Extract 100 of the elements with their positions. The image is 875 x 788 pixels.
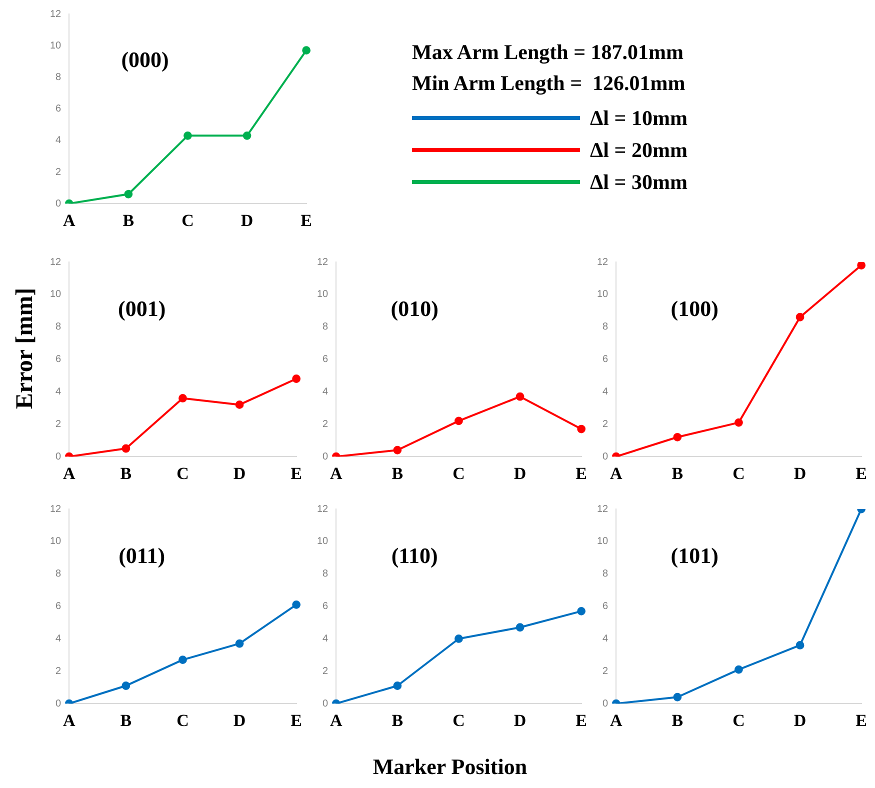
x-tick-label: D xyxy=(794,464,806,484)
point xyxy=(178,656,187,664)
y-tick-label: 10 xyxy=(50,40,62,52)
point xyxy=(184,131,192,140)
x-tick-label: D xyxy=(233,711,246,730)
text: (001) xyxy=(118,296,166,322)
point xyxy=(393,682,402,690)
x-tick-label: E xyxy=(856,711,867,730)
y-tick-label: 6 xyxy=(322,601,329,612)
x-tick-label: E xyxy=(576,464,587,484)
point xyxy=(242,131,252,140)
point xyxy=(577,606,586,616)
y-tick-label: 0 xyxy=(602,451,609,462)
point xyxy=(577,424,586,434)
y-tick-label: 4 xyxy=(56,633,62,644)
y-tick-label: 4 xyxy=(56,135,62,146)
x-tick-label: A xyxy=(62,711,76,730)
y-tick-label: 0 xyxy=(322,451,329,462)
point xyxy=(454,416,463,426)
y-tick-label: 10 xyxy=(597,289,609,300)
text: (100) xyxy=(670,296,718,322)
y-tick-label: 12 xyxy=(50,256,62,268)
y-tick-label: 8 xyxy=(602,322,609,333)
x-tick-label: B xyxy=(122,211,134,230)
y-tick-label: 2 xyxy=(322,418,329,430)
x-tick-label: E xyxy=(290,711,302,730)
text: Max Arm Length = 187.01mm xyxy=(412,40,685,66)
point xyxy=(292,374,301,383)
y-tick-label: 12 xyxy=(50,8,62,20)
x-tick-label: A xyxy=(330,464,343,484)
y-tick-label: 10 xyxy=(317,289,329,300)
y-tick-label: 8 xyxy=(56,72,62,83)
y-tick-label: 0 xyxy=(56,698,62,710)
y-tick-label: 2 xyxy=(602,418,609,430)
x-tick-label: B xyxy=(120,711,132,730)
y-tick-label: 12 xyxy=(597,256,609,268)
y-tick-label: 10 xyxy=(50,289,62,300)
y-tick-label: 2 xyxy=(56,418,62,430)
y-tick-label: 6 xyxy=(602,601,609,612)
point xyxy=(122,444,130,453)
x-tick-label: E xyxy=(576,711,587,730)
text: (010) xyxy=(390,296,438,322)
text: (011) xyxy=(118,542,166,569)
x-tick-label: E xyxy=(856,464,867,484)
x-tick-label: C xyxy=(732,464,745,484)
y-tick-label: 4 xyxy=(602,386,609,398)
x-tick-label: C xyxy=(452,711,465,730)
y-tick-label: 8 xyxy=(322,322,329,333)
y-tick-label: 4 xyxy=(322,633,329,644)
text: (101) xyxy=(670,542,718,569)
text: Δl = 20mm xyxy=(590,138,688,162)
x-tick-label: B xyxy=(120,464,132,484)
point xyxy=(516,392,524,401)
text: Δl = 10mm xyxy=(590,106,688,130)
y-tick-label: 0 xyxy=(56,198,62,210)
y-tick-label: 12 xyxy=(50,504,62,515)
y-tick-label: 2 xyxy=(56,166,62,178)
y-tick-label: 12 xyxy=(317,256,329,268)
x-tick-label: C xyxy=(176,711,189,730)
x-tick-label: A xyxy=(610,464,623,484)
point xyxy=(734,665,743,674)
x-tick-label: D xyxy=(240,211,254,230)
x-tick-label: A xyxy=(610,711,623,730)
point xyxy=(235,639,244,648)
x-tick-label: B xyxy=(672,711,684,730)
text: (000) xyxy=(121,46,169,72)
x-tick-label: A xyxy=(330,711,343,730)
point xyxy=(673,432,682,442)
point xyxy=(516,623,524,632)
y-tick-label: 10 xyxy=(50,536,62,548)
x-tick-label: E xyxy=(290,464,302,484)
y-tick-label: 0 xyxy=(322,698,329,710)
y-tick-label: 4 xyxy=(56,386,62,398)
x-tick-label: D xyxy=(514,464,526,484)
x-tick-label: C xyxy=(176,464,189,484)
point xyxy=(857,262,866,270)
y-tick-label: 4 xyxy=(602,633,609,644)
y-tick-label: 2 xyxy=(602,666,609,677)
text: Δl = 30mm xyxy=(590,170,688,194)
y-tick-label: 6 xyxy=(56,104,62,115)
y-tick-label: 10 xyxy=(317,536,329,548)
y-tick-label: 8 xyxy=(56,568,62,580)
y-tick-label: 10 xyxy=(597,536,609,548)
point xyxy=(292,600,301,609)
x-tick-label: D xyxy=(794,711,806,730)
y-tick-label: 8 xyxy=(322,568,329,580)
y-tick-label: 6 xyxy=(602,354,609,366)
y-tick-label: 12 xyxy=(317,504,329,515)
y-tick-label: 0 xyxy=(602,698,609,710)
point xyxy=(796,312,804,322)
point xyxy=(796,641,804,650)
point xyxy=(122,682,130,690)
x-tick-label: A xyxy=(62,464,76,484)
x-tick-label: C xyxy=(182,211,194,230)
y-tick-label: 6 xyxy=(56,601,62,612)
text: Min Arm Length = 126.01mm xyxy=(412,71,686,97)
x-tick-label: B xyxy=(672,464,684,484)
y-tick-label: 6 xyxy=(56,354,62,366)
x-tick-label: D xyxy=(233,464,246,484)
point xyxy=(673,692,682,702)
